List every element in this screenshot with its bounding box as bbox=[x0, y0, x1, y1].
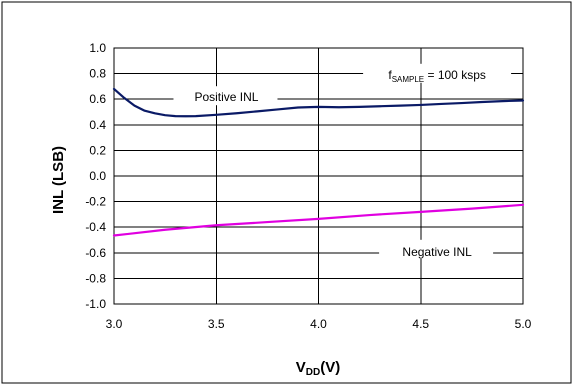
y-tick-label-0-0: 0.0 bbox=[89, 169, 106, 183]
positive-inl-label-background bbox=[173, 86, 278, 106]
x-tick-label-4-0: 4.0 bbox=[310, 317, 327, 331]
fsample-label: fSAMPLE = 100 ksps bbox=[388, 68, 486, 84]
negative-inl-label: Negative INL bbox=[402, 245, 472, 259]
y-tick-label-0-4: 0.4 bbox=[89, 118, 106, 132]
x-axis-title: VDD(V) bbox=[296, 359, 340, 378]
y-tick-label-1-0: -1.0 bbox=[85, 297, 106, 311]
y-tick-label-0-6: -0.6 bbox=[85, 246, 106, 260]
x-tick-label-3-5: 3.5 bbox=[208, 317, 225, 331]
y-tick-label-0-6: 0.6 bbox=[89, 92, 106, 106]
plot-frame bbox=[113, 47, 524, 305]
y-tick-label-0-4: -0.4 bbox=[85, 220, 106, 234]
fsample-label-main: f bbox=[388, 68, 392, 82]
y-tick-label-1-0: 1.0 bbox=[89, 41, 106, 55]
y-tick-label-0-2: -0.2 bbox=[85, 195, 106, 209]
x-axis-title-main: V bbox=[296, 359, 306, 376]
y-tick-label-0-8: -0.8 bbox=[85, 271, 106, 285]
y-tick-label-0-8: 0.8 bbox=[89, 67, 106, 81]
positive-inl-line bbox=[112, 87, 525, 118]
y-axis-title: INL (LSB) bbox=[50, 146, 67, 214]
x-tick-label-4-5: 4.5 bbox=[412, 317, 429, 331]
fsample-label-subscript: SAMPLE bbox=[392, 75, 424, 84]
x-tick-label-5-0: 5.0 bbox=[515, 317, 532, 331]
negative-inl-line bbox=[112, 203, 525, 237]
x-axis-title-subscript: DD bbox=[306, 367, 320, 378]
x-tick-label-3-0: 3.0 bbox=[106, 317, 123, 331]
y-tick-label-0-2: 0.2 bbox=[89, 143, 106, 157]
fsample-label-background bbox=[363, 63, 512, 83]
negative-inl-label-background bbox=[379, 239, 494, 259]
positive-inl-label: Positive INL bbox=[194, 90, 258, 104]
plot-area: 1.00.80.60.40.20.0-0.2-0.4-0.6-0.8-1.03.… bbox=[85, 41, 531, 331]
fsample-label-suffix: = 100 ksps bbox=[424, 68, 486, 82]
x-axis-title-suffix: (V) bbox=[320, 359, 340, 376]
